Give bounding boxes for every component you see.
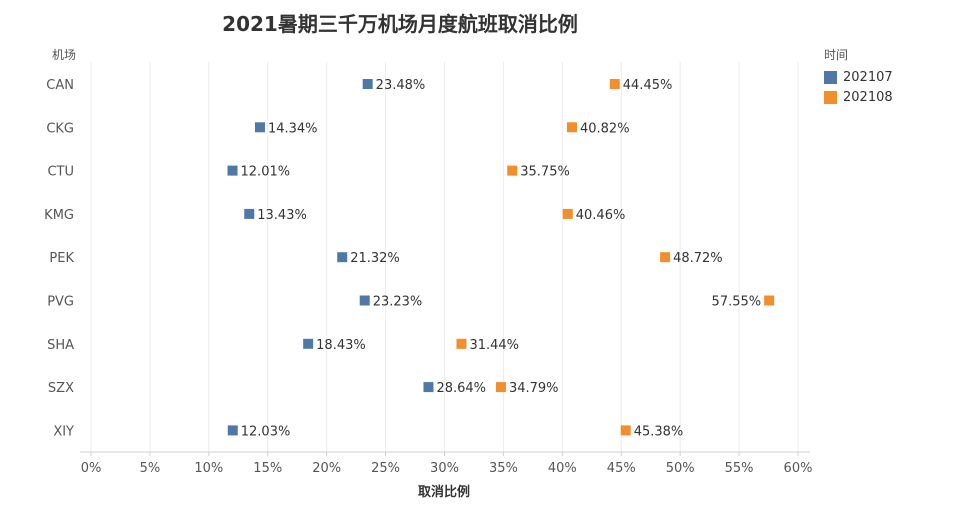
legend-label-202108: 202108 (843, 89, 893, 105)
data-point-202107 (244, 208, 255, 219)
data-point-202107 (337, 252, 348, 263)
y-category-label: KMG (44, 208, 74, 223)
data-point-202107 (254, 122, 265, 133)
y-category-label: CAN (46, 78, 74, 93)
x-tick-label: 50% (666, 461, 695, 476)
data-label-202107: 12.01% (241, 165, 291, 180)
legend-swatch-202108 (824, 90, 837, 104)
data-label-202108: 31.44% (469, 338, 519, 353)
data-label-202107: 28.64% (436, 381, 486, 396)
legend-item-202107[interactable]: 202107 (824, 67, 893, 87)
y-category-label: CKG (46, 121, 74, 136)
row-axis-header: 机场 (52, 48, 77, 62)
data-point-202107 (227, 425, 238, 436)
data-label-202107: 12.03% (241, 424, 291, 439)
x-tick-label: 25% (371, 461, 400, 476)
data-label-202108: 44.45% (623, 78, 673, 93)
legend-label-202107: 202107 (843, 69, 893, 85)
data-label-202108: 35.75% (520, 165, 570, 180)
data-label-202108: 48.72% (673, 251, 723, 266)
data-point-202107 (227, 165, 238, 176)
legend-item-202108[interactable]: 202108 (824, 87, 893, 107)
y-category-label: SHA (47, 338, 74, 353)
x-axis-title: 取消比例 (418, 484, 470, 500)
data-point-202107 (359, 295, 370, 306)
data-point-202108 (456, 338, 467, 349)
data-point-202108 (566, 122, 577, 133)
x-tick-label: 5% (140, 461, 161, 476)
legend-swatch-202107 (824, 70, 837, 84)
x-tick-label: 60% (784, 461, 813, 476)
data-label-202107: 23.48% (376, 78, 426, 93)
data-point-202108 (562, 208, 573, 219)
data-label-202107: 13.43% (257, 208, 307, 223)
y-category-label: PEK (49, 251, 74, 266)
data-point-202107 (423, 382, 434, 393)
data-label-202107: 14.34% (268, 121, 318, 136)
data-point-202107 (362, 79, 373, 89)
data-point-202107 (303, 338, 314, 349)
data-point-202108 (507, 165, 518, 176)
legend-title: 时间 (824, 48, 849, 62)
x-tick-label: 0% (81, 461, 102, 476)
data-point-202108 (764, 295, 775, 306)
x-tick-label: 15% (253, 461, 282, 476)
data-label-202107: 23.23% (373, 295, 423, 310)
data-label-202108: 45.38% (634, 424, 684, 439)
y-category-label: XIY (53, 424, 74, 439)
x-tick-label: 40% (548, 461, 577, 476)
y-category-label: CTU (47, 165, 74, 180)
data-label-202108: 40.82% (580, 121, 630, 136)
data-point-202108 (495, 382, 506, 393)
x-tick-label: 55% (725, 461, 754, 476)
chart-title: 2021暑期三千万机场月度航班取消比例 (222, 12, 578, 36)
legend: 时间 202107 202108 (824, 46, 893, 107)
x-tick-label: 45% (607, 461, 636, 476)
y-category-label: SZX (48, 381, 74, 396)
x-tick-label: 30% (430, 461, 459, 476)
x-tick-label: 10% (194, 461, 223, 476)
data-label-202107: 18.43% (316, 338, 366, 353)
data-point-202108 (609, 79, 620, 89)
y-category-label: PVG (47, 295, 74, 310)
x-tick-label: 20% (312, 461, 341, 476)
data-point-202108 (620, 425, 631, 436)
data-label-202108: 34.79% (509, 381, 559, 396)
x-tick-label: 35% (489, 461, 518, 476)
data-point-202108 (660, 252, 671, 263)
data-label-202108: 40.46% (576, 208, 626, 223)
data-label-202107: 21.32% (350, 251, 400, 266)
data-label-202108: 57.55% (712, 295, 762, 310)
